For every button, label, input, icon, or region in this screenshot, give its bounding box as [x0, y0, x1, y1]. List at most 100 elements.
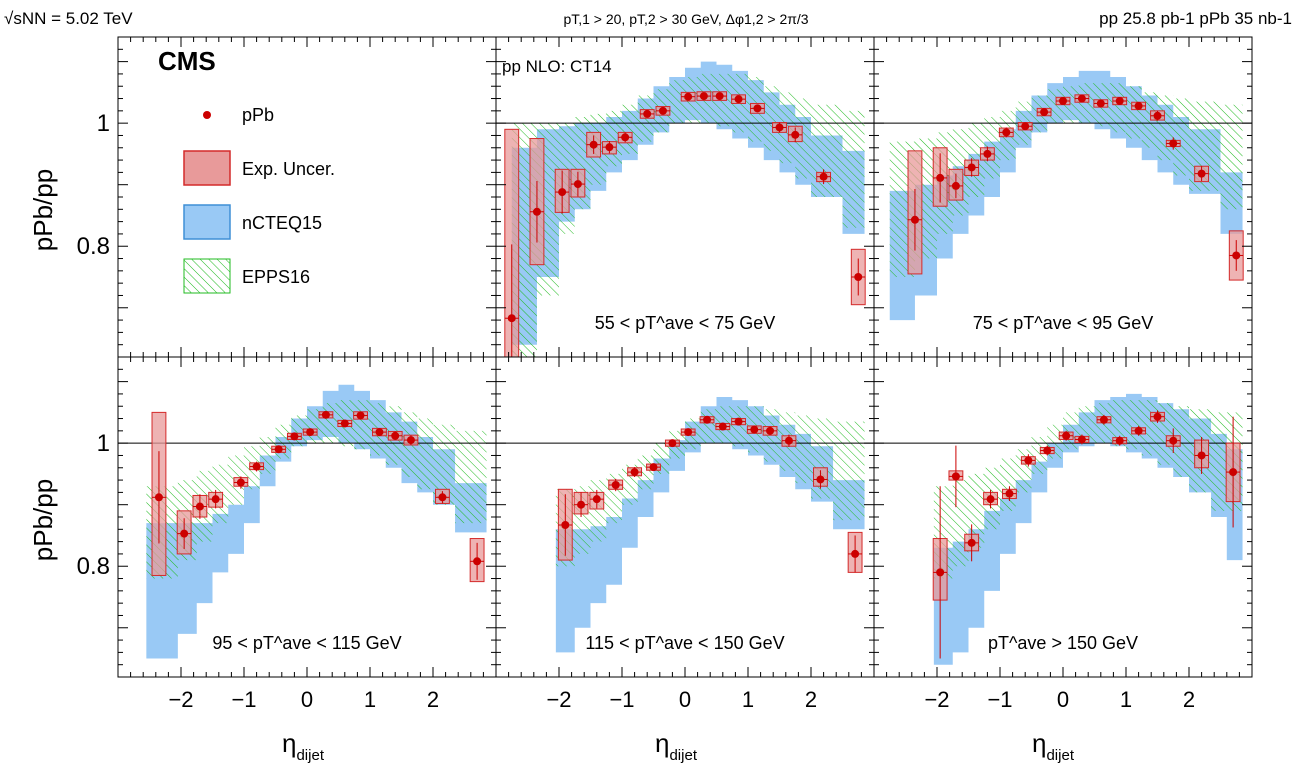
data-point: [703, 415, 712, 424]
data-point: [321, 410, 330, 419]
y-tick-label: 1: [97, 110, 110, 137]
data-point: [851, 549, 860, 558]
data-point: [936, 568, 945, 577]
data-point: [561, 521, 570, 529]
data-point: [1115, 436, 1124, 445]
panel-label: 55 < pT^ave < 75 GeV: [595, 313, 776, 333]
data-point: [658, 106, 667, 115]
panel-p5: pT^ave > 150 GeV −2 −1 0 1 2: [873, 356, 1253, 712]
data-point: [910, 215, 919, 224]
data-point: [1229, 468, 1238, 477]
data-point: [951, 181, 960, 190]
y-tick-label: 1: [97, 430, 110, 457]
data-point: [1005, 489, 1014, 498]
data-point: [340, 419, 349, 428]
data-point: [1024, 456, 1033, 465]
data-point: [1153, 111, 1162, 120]
data-point: [252, 462, 261, 471]
legend-hatch-icon: [183, 258, 231, 294]
data-point: [236, 478, 245, 487]
data-point: [630, 468, 639, 477]
legend-box-icon: [183, 150, 231, 186]
legend-marker-icon: [203, 111, 211, 119]
y-tick-label: 0.8: [77, 553, 110, 580]
panels: 0.8 1 55 < pT^ave < 75 GeV 75 < pT^ave < 95…: [77, 36, 1253, 712]
x-tick-label: 1: [742, 687, 754, 712]
energy-label: √sNN = 5.02 TeV: [4, 9, 133, 28]
data-point: [791, 130, 800, 139]
epps16-band: [933, 400, 1243, 579]
legend-item-exp-uncer: Exp. Uncer.: [183, 150, 335, 186]
data-point: [211, 495, 220, 504]
data-point: [306, 428, 315, 437]
y-axis-label-top: pPb/pp: [28, 169, 58, 251]
data-point: [1153, 412, 1162, 421]
x-tick-label: 2: [805, 687, 817, 712]
panel-frame: [495, 356, 875, 678]
panel-plot-area: [874, 70, 1252, 321]
data-point: [1040, 108, 1049, 117]
data-point: [649, 463, 658, 472]
panel-p3: 95 < pT^ave < 115 GeV 0.8 1 −2 −1 0 1 2: [77, 356, 497, 712]
x-tick-label: −1: [231, 687, 256, 712]
x-tick-label: −2: [168, 687, 193, 712]
legend-label-epps16: EPPS16: [242, 267, 310, 287]
data-point: [643, 109, 652, 118]
header: √sNN = 5.02 TeV pT,1 > 20, pT,2 > 30 GeV…: [4, 9, 1292, 28]
data-point: [983, 149, 992, 158]
data-point: [854, 273, 863, 281]
x-tick-label: 0: [301, 687, 313, 712]
data-point: [507, 314, 516, 323]
data-point: [734, 417, 743, 426]
data-point: [195, 502, 204, 511]
data-point: [558, 188, 567, 197]
data-point: [699, 92, 708, 101]
legend-item-ppb: pPb: [203, 105, 274, 125]
legend-item-ncteq15: nCTEQ15: [183, 204, 322, 240]
data-point: [1096, 99, 1105, 108]
data-point: [1169, 436, 1178, 445]
data-point: [753, 104, 762, 113]
data-point: [684, 428, 693, 437]
data-point: [532, 207, 541, 216]
panel-plot-area: [496, 397, 874, 653]
lumi-label: pp 25.8 pb-1 pPb 35 nb-1: [1099, 9, 1292, 28]
data-point: [180, 529, 189, 538]
data-point: [406, 436, 415, 445]
x-tick-label: 0: [679, 687, 691, 712]
cuts-label: pT,1 > 20, pT,2 > 30 GeV, Δφ1,2 > 2π/3: [563, 11, 808, 27]
data-point: [1077, 435, 1086, 444]
data-point: [375, 428, 384, 437]
data-point: [986, 495, 995, 504]
x-axis-label-3: ηdijet: [1032, 728, 1075, 764]
data-point: [473, 557, 482, 566]
data-point: [1021, 122, 1030, 131]
data-point: [1115, 97, 1124, 105]
data-point: [734, 95, 743, 104]
legend-band-icon: [183, 204, 231, 240]
exp-uncer-box: [504, 128, 520, 357]
data-point: [750, 425, 759, 434]
panel-frame: [873, 356, 1253, 678]
epps16-band: [146, 400, 487, 579]
panel-p2: 75 < pT^ave < 95 GeV: [873, 36, 1253, 358]
data-point: [1197, 451, 1206, 460]
cms-logo-text: CMS: [158, 46, 216, 76]
data-point: [1232, 251, 1241, 260]
data-point: [1059, 97, 1067, 105]
data-point: [1043, 446, 1052, 455]
panel-plot-area: [118, 384, 496, 659]
data-point: [154, 493, 163, 502]
x-tick-label: 1: [1120, 687, 1132, 712]
panel-label: 95 < pT^ave < 115 GeV: [212, 633, 401, 653]
data-point: [1169, 139, 1178, 148]
panel-plot-area: [874, 393, 1252, 665]
data-point: [438, 493, 447, 502]
x-tick-label: 1: [364, 687, 376, 712]
data-point: [784, 436, 793, 445]
data-point: [1134, 101, 1143, 110]
y-axis-label-bottom: pPb/pp: [28, 479, 58, 561]
x-tick-label: −1: [987, 687, 1012, 712]
data-point: [1077, 94, 1086, 103]
